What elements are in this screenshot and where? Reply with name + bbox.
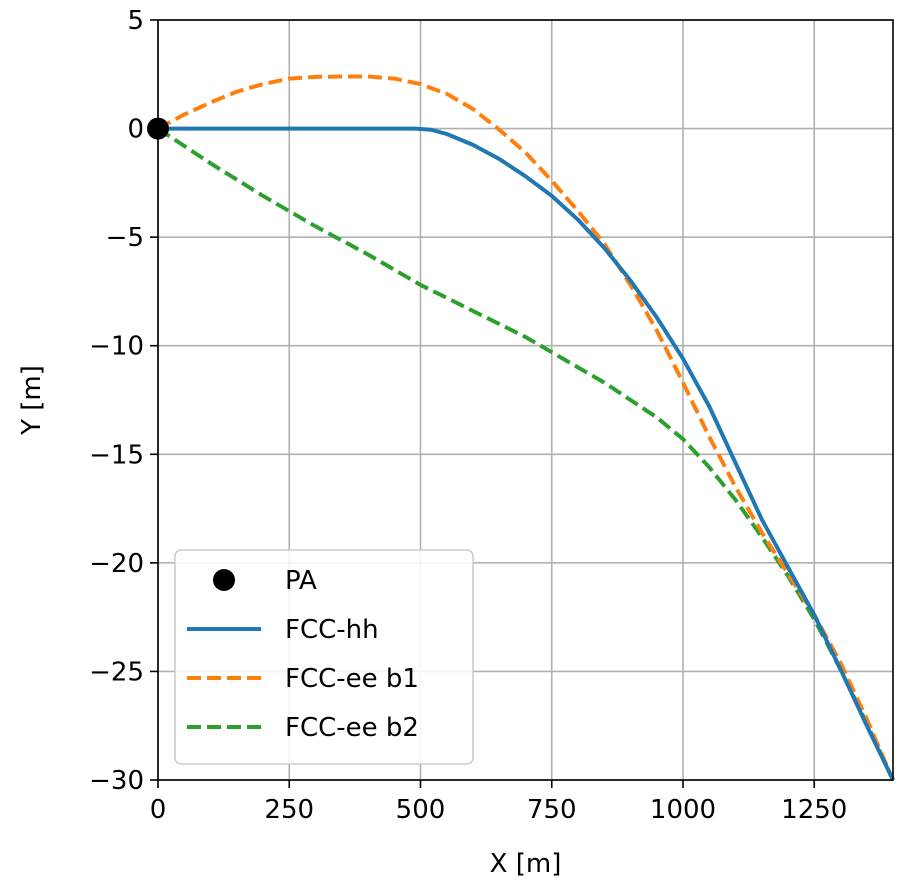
legend-label-fcc-hh: FCC-hh xyxy=(285,615,379,645)
legend-label-fcc-ee-b2: FCC-ee b2 xyxy=(285,713,419,743)
x-tick-label: 250 xyxy=(264,795,314,825)
x-tick-label: 0 xyxy=(150,795,167,825)
y-tick-label: −25 xyxy=(89,657,144,687)
y-tick-label: −30 xyxy=(89,766,144,796)
y-axis-label: Y [m] xyxy=(17,365,47,436)
y-tick-label: −20 xyxy=(89,549,144,579)
series-layer xyxy=(147,74,895,781)
ticks: 0 250 500 750 1000 1250 5 0 −5 −10 −15 −20 −25 −30 xyxy=(89,6,847,825)
y-tick-label: 0 xyxy=(127,115,144,145)
x-tick-label: 1250 xyxy=(781,795,847,825)
series-fcc-ee-b1-line xyxy=(157,74,895,781)
legend-label-pa: PA xyxy=(285,566,317,596)
series-fcc-hh-line xyxy=(158,126,895,781)
legend-label-fcc-ee-b1: FCC-ee b1 xyxy=(285,664,419,694)
y-tick-label: −10 xyxy=(89,332,144,362)
y-tick-label: 5 xyxy=(127,6,144,36)
legend: PA FCC-hh FCC-ee b1 FCC-ee b2 xyxy=(174,549,474,765)
x-tick-label: 1000 xyxy=(650,795,716,825)
legend-box xyxy=(174,549,474,765)
x-axis-label: X [m] xyxy=(490,849,562,879)
y-tick-label: −5 xyxy=(106,223,144,253)
x-tick-label: 500 xyxy=(396,795,446,825)
plot-frame xyxy=(157,19,894,781)
x-tick-label: 750 xyxy=(527,795,577,825)
legend-swatch-pa xyxy=(213,569,235,591)
y-tick-label: −15 xyxy=(89,440,144,470)
